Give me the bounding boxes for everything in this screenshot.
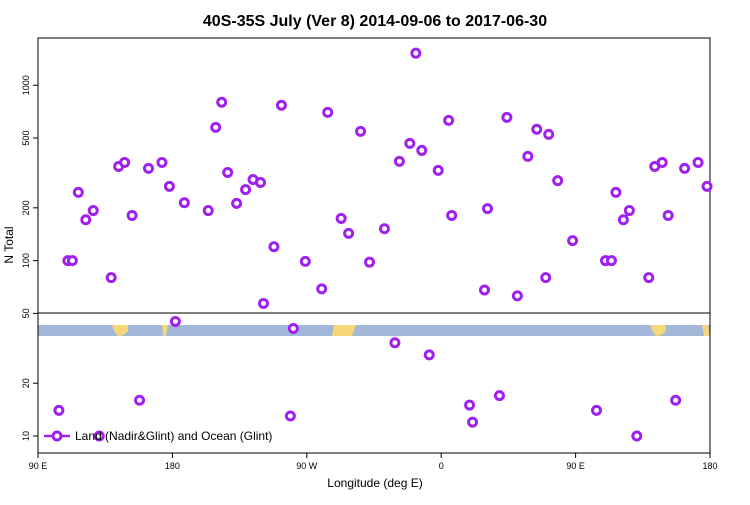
y-tick-label: 50 — [21, 308, 31, 318]
point — [105, 272, 117, 284]
point — [540, 272, 552, 284]
point — [169, 315, 181, 327]
point — [481, 203, 493, 215]
point — [143, 162, 155, 174]
point — [617, 214, 629, 226]
point — [255, 176, 267, 188]
point — [222, 167, 234, 179]
point — [316, 283, 328, 295]
point — [178, 197, 190, 209]
legend: Land (Nadir&Glint) and Ocean (Glint) — [44, 429, 272, 443]
point — [364, 256, 376, 268]
x-axis-label: Longitude (deg E) — [327, 476, 422, 490]
point — [202, 205, 214, 217]
point — [446, 209, 458, 221]
point — [257, 297, 269, 309]
point — [605, 255, 617, 267]
point — [662, 209, 674, 221]
point — [692, 156, 704, 168]
point — [355, 125, 367, 137]
point — [163, 180, 175, 192]
y-tick-label: 10 — [21, 431, 31, 441]
point — [240, 184, 252, 196]
point — [591, 404, 603, 416]
x-tick-label: 90 E — [29, 461, 48, 471]
point — [493, 390, 505, 402]
x-tick-label: 0 — [439, 461, 444, 471]
point — [423, 349, 435, 361]
point — [275, 99, 287, 111]
point — [404, 137, 416, 149]
point — [66, 255, 78, 267]
point — [231, 197, 243, 209]
x-tick-label: 90 E — [566, 461, 585, 471]
point — [670, 394, 682, 406]
y-tick-label: 500 — [21, 131, 31, 146]
y-axis-label: N Total — [2, 226, 16, 263]
point — [522, 150, 534, 162]
point — [631, 430, 643, 442]
point — [335, 212, 347, 224]
point — [87, 205, 99, 217]
point — [443, 114, 455, 126]
point — [479, 284, 491, 296]
point — [389, 337, 401, 349]
point — [156, 156, 168, 168]
point — [552, 175, 564, 187]
y-tick-label: 100 — [21, 253, 31, 268]
y-tick-label: 1000 — [21, 75, 31, 95]
point — [610, 186, 622, 198]
point — [531, 123, 543, 135]
point — [393, 155, 405, 167]
point — [216, 96, 228, 108]
point — [322, 106, 334, 118]
point — [623, 205, 635, 217]
point — [284, 410, 296, 422]
point — [416, 144, 428, 156]
x-tick-label: 180 — [702, 461, 717, 471]
point — [126, 209, 138, 221]
point — [134, 394, 146, 406]
point — [701, 180, 713, 192]
x-tick-label: 90 W — [296, 461, 318, 471]
point — [679, 162, 691, 174]
legend-label: Land (Nadir&Glint) and Ocean (Glint) — [75, 429, 272, 443]
point — [299, 255, 311, 267]
y-tick-label: 20 — [21, 378, 31, 388]
point — [119, 156, 131, 168]
chart-title: 40S-35S July (Ver 8) 2014-09-06 to 2017-… — [203, 13, 547, 30]
point — [410, 47, 422, 59]
map-strip — [38, 325, 710, 336]
point — [511, 290, 523, 302]
point — [501, 111, 513, 123]
point — [378, 223, 390, 235]
legend-marker — [51, 430, 63, 442]
point — [210, 121, 222, 133]
point — [93, 430, 105, 442]
plot-frame — [37, 37, 711, 454]
point — [287, 323, 299, 335]
point — [643, 272, 655, 284]
point — [464, 399, 476, 411]
point — [543, 128, 555, 140]
point — [432, 164, 444, 176]
point — [268, 241, 280, 253]
point — [567, 235, 579, 247]
y-tick-label: 200 — [21, 200, 31, 215]
point — [72, 186, 84, 198]
point — [343, 227, 355, 239]
point — [53, 404, 65, 416]
point — [467, 416, 479, 428]
x-tick-label: 180 — [165, 461, 180, 471]
point — [656, 156, 668, 168]
point — [80, 214, 92, 226]
